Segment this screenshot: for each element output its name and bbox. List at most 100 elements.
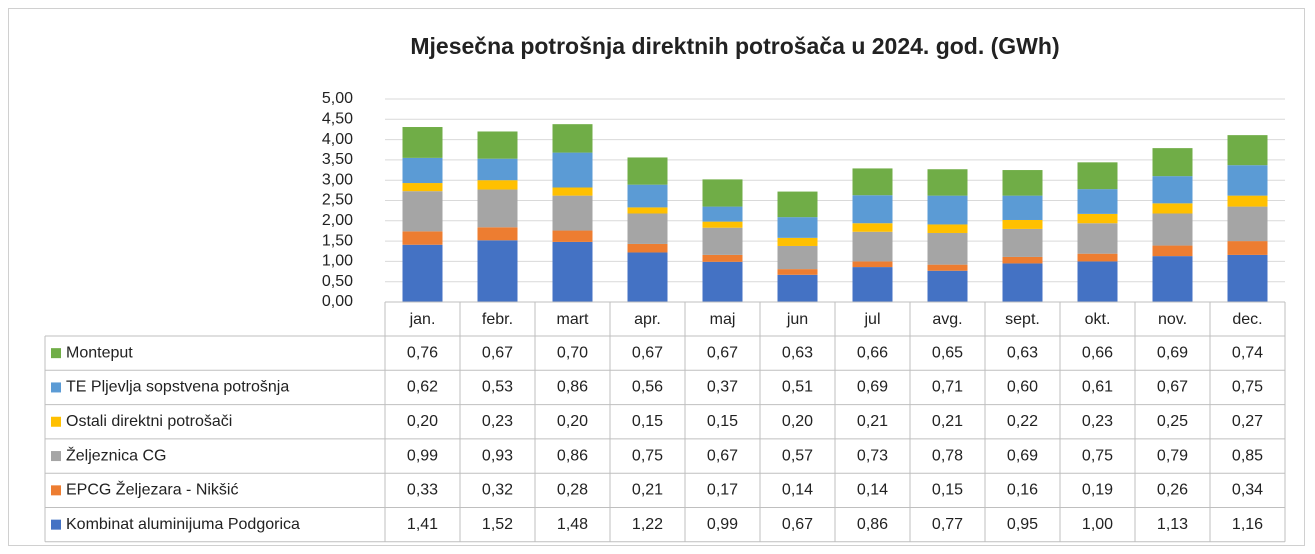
bar-segment — [1077, 223, 1118, 254]
legend-swatch — [51, 416, 61, 427]
legend-swatch — [51, 519, 61, 530]
table-cell: 1,16 — [1232, 516, 1263, 533]
bar-segment — [402, 191, 443, 232]
table-cell: 0,67 — [707, 344, 738, 361]
table-cell: 1,41 — [407, 516, 438, 533]
table-cell: 0,73 — [857, 447, 888, 464]
table-cell: 1,22 — [632, 516, 663, 533]
x-tick-label: avg. — [932, 311, 962, 328]
table-cell: 0,23 — [482, 413, 513, 430]
table-cell: 0,15 — [932, 482, 963, 499]
bar-segment — [852, 267, 893, 302]
bar-segment — [927, 224, 968, 233]
x-tick-label: sept. — [1005, 311, 1040, 328]
table-cell: 0,69 — [1157, 344, 1188, 361]
bar-segment — [702, 221, 743, 228]
legend-label: TE Pljevlja sopstvena potrošnja — [66, 379, 289, 396]
x-tick-label: jan. — [409, 311, 436, 328]
table-cell: 0,75 — [1082, 447, 1113, 464]
bar-segment — [1152, 245, 1193, 257]
table-cell: 0,15 — [707, 413, 738, 430]
bar-segment — [852, 231, 893, 262]
table-cell: 0,19 — [1082, 482, 1113, 499]
x-tick-label: mart — [557, 311, 590, 328]
bar-segment — [1077, 162, 1118, 190]
bar-segment — [702, 254, 743, 262]
y-tick-label: 0,00 — [322, 293, 353, 310]
y-tick-label: 1,00 — [322, 253, 353, 270]
bar-segment — [1077, 253, 1118, 262]
y-tick-label: 1,50 — [322, 232, 353, 249]
table-cell: 0,20 — [557, 413, 588, 430]
bar-segment — [477, 240, 518, 302]
table-cell: 0,74 — [1232, 344, 1263, 361]
bar-segment — [1002, 170, 1043, 196]
chart-title: Mjesečna potrošnja direktnih potrošača u… — [410, 33, 1059, 59]
legend-label: Željeznica CG — [66, 445, 166, 464]
bar-segment — [402, 183, 443, 192]
table-cell: 1,48 — [557, 516, 588, 533]
table-cell: 0,21 — [932, 413, 963, 430]
bar-segment — [477, 227, 518, 241]
table-cell: 0,63 — [782, 344, 813, 361]
x-tick-label: nov. — [1158, 311, 1187, 328]
table-cell: 0,61 — [1082, 379, 1113, 396]
table-cell: 0,60 — [1007, 379, 1038, 396]
legend-swatch — [51, 348, 61, 359]
x-tick-label: febr. — [482, 311, 513, 328]
y-tick-label: 3,00 — [322, 171, 353, 188]
bar-segment — [1152, 213, 1193, 246]
table-cell: 1,00 — [1082, 516, 1113, 533]
bar-segment — [777, 191, 818, 218]
bar-segment — [477, 131, 518, 159]
table-cell: 0,66 — [857, 344, 888, 361]
legend-swatch — [51, 382, 61, 393]
bar-segment — [1077, 189, 1118, 214]
bar-segment — [552, 230, 593, 242]
table-cell: 0,51 — [782, 379, 813, 396]
bar-segment — [552, 241, 593, 302]
table-cell: 0,71 — [932, 379, 963, 396]
bar-segment — [402, 231, 443, 245]
bar-segment — [477, 180, 518, 190]
bar-segment — [1227, 241, 1268, 255]
table-cell: 0,86 — [557, 447, 588, 464]
bar-segment — [777, 217, 818, 238]
bar-segment — [402, 244, 443, 302]
table-cell: 0,67 — [1157, 379, 1188, 396]
table-cell: 0,76 — [407, 344, 438, 361]
bar-segment — [852, 168, 893, 196]
bar-segment — [1077, 261, 1118, 302]
y-tick-label: 4,00 — [322, 131, 353, 148]
table-cell: 0,67 — [632, 344, 663, 361]
table-cell: 0,67 — [707, 447, 738, 464]
y-tick-label: 5,00 — [322, 90, 353, 107]
table-cell: 0,86 — [857, 516, 888, 533]
bar-segment — [927, 270, 968, 302]
table-cell: 0,75 — [1232, 379, 1263, 396]
table-cell: 0,37 — [707, 379, 738, 396]
table-cell: 0,26 — [1157, 482, 1188, 499]
table-cell: 0,23 — [1082, 413, 1113, 430]
table-cell: 0,69 — [1007, 447, 1038, 464]
x-tick-label: dec. — [1232, 311, 1262, 328]
table-cell: 0,85 — [1232, 447, 1263, 464]
bar-segment — [852, 261, 893, 268]
legend-label: Kombinat aluminijuma Podgorica — [66, 516, 300, 533]
table-cell: 0,28 — [557, 482, 588, 499]
bar-segment — [1002, 219, 1043, 229]
bar-segment — [627, 243, 668, 253]
bar-segment — [1227, 165, 1268, 196]
bar-segment — [627, 184, 668, 208]
table-cell: 0,25 — [1157, 413, 1188, 430]
table-cell: 0,20 — [782, 413, 813, 430]
x-tick-label: jul — [863, 311, 880, 328]
table-cell: 0,99 — [407, 447, 438, 464]
bar-segment — [477, 189, 518, 228]
bar-segment — [1227, 195, 1268, 207]
bar-segment — [702, 227, 743, 255]
table-cell: 1,52 — [482, 516, 513, 533]
table-cell: 0,14 — [782, 482, 813, 499]
table-cell: 0,63 — [1007, 344, 1038, 361]
